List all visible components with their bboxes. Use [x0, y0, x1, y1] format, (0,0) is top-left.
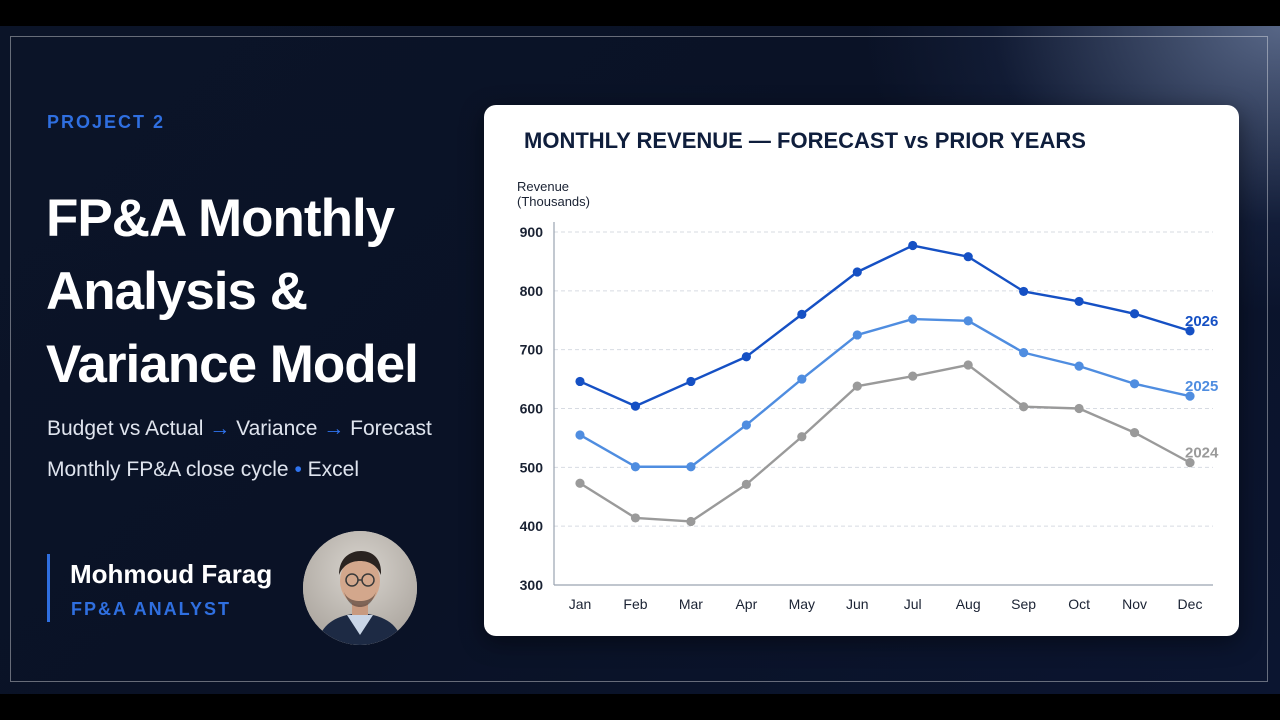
y-tick-label: 300 [520, 577, 544, 593]
data-point-2026 [1129, 309, 1140, 319]
avatar-portrait [303, 531, 417, 645]
data-point-2024 [1019, 402, 1029, 412]
y-axis-label-line: Revenue [517, 179, 570, 194]
title-line: Variance Model [46, 335, 419, 394]
data-point-2025 [1185, 391, 1195, 401]
data-point-2024 [1129, 428, 1140, 438]
x-tick-label: Mar [679, 596, 703, 612]
data-point-2025 [1019, 348, 1029, 358]
series-label-2026: 2026 [1185, 313, 1218, 330]
x-tick-label: Nov [1122, 596, 1147, 612]
project-kicker: PROJECT 2 [47, 112, 166, 132]
title-line: FP&A Monthly [46, 189, 395, 248]
data-point-2025 [963, 316, 973, 326]
data-point-2024 [630, 513, 641, 523]
series-line-2026 [579, 244, 1191, 408]
x-tick-label: Sep [1011, 596, 1036, 612]
y-tick-label: 700 [520, 342, 544, 358]
data-point-2025 [1129, 379, 1140, 389]
data-point-2025 [575, 430, 585, 440]
subtitle-part: Variance [236, 417, 318, 440]
x-tick-label: Oct [1068, 596, 1090, 612]
slide-frame [10, 36, 1268, 682]
data-point-2025 [797, 374, 807, 384]
arrow-icon: → [209, 417, 231, 440]
series-label-2025: 2025 [1185, 378, 1218, 395]
y-tick-label: 900 [520, 224, 544, 240]
y-tick-label: 600 [520, 401, 544, 417]
y-axis-label: Revenue (Thousands) [517, 179, 637, 209]
subtitle-part: Forecast [350, 417, 432, 440]
data-point-2024 [908, 371, 918, 381]
data-point-2026 [797, 309, 807, 319]
subtitle-part: Budget vs Actual [47, 417, 204, 440]
subtitle-flow: Budget vs Actual → Variance → Forecast [47, 417, 432, 441]
title-line: Analysis & [46, 262, 308, 321]
series-line-2025 [579, 317, 1191, 468]
data-point-2026 [1185, 326, 1195, 336]
slide-title: FP&A Monthly Analysis & Variance Model [46, 182, 476, 401]
data-point-2026 [741, 352, 751, 362]
y-tick-label: 500 [520, 459, 544, 475]
data-point-2026 [963, 252, 973, 262]
subtitle-part: Excel [307, 458, 359, 481]
x-tick-label: May [789, 596, 815, 612]
arrow-icon: → [323, 417, 345, 440]
data-point-2024 [686, 516, 696, 527]
x-tick-label: Aug [956, 596, 981, 612]
avatar [303, 531, 417, 645]
subtitle-part: Monthly FP&A close cycle [47, 458, 289, 481]
author-name: Mohmoud Farag [70, 559, 273, 589]
y-tick-label: 800 [520, 283, 544, 299]
data-point-2024 [575, 478, 585, 488]
x-tick-label: Apr [735, 596, 757, 612]
author-role: FP&A ANALYST [71, 599, 232, 619]
subtitle-context: Monthly FP&A close cycle • Excel [47, 458, 359, 482]
data-point-2026 [630, 401, 641, 411]
series-line-2024 [579, 363, 1191, 523]
data-point-2024 [963, 360, 973, 370]
data-point-2025 [686, 462, 696, 472]
data-point-2024 [741, 479, 751, 489]
bullet-icon: • [294, 458, 302, 481]
data-point-2026 [686, 376, 696, 387]
x-tick-label: Feb [623, 596, 647, 612]
data-point-2024 [797, 432, 807, 442]
chart-title: MONTHLY REVENUE — FORECAST vs PRIOR YEAR… [524, 128, 1086, 153]
data-point-2026 [908, 240, 918, 251]
data-point-2024 [852, 381, 862, 391]
data-point-2025 [852, 330, 862, 340]
data-point-2025 [1074, 361, 1084, 371]
data-point-2024 [1185, 458, 1195, 468]
data-point-2026 [1019, 286, 1029, 297]
series-label-2024: 2024 [1185, 445, 1219, 462]
data-point-2026 [1074, 296, 1084, 307]
x-tick-label: Jun [846, 596, 869, 612]
chart-card: MONTHLY REVENUE — FORECAST vs PRIOR YEAR… [484, 105, 1239, 636]
data-point-2025 [741, 420, 751, 430]
x-tick-label: Jan [569, 596, 592, 612]
author-accent-bar [47, 554, 50, 622]
y-tick-label: 400 [520, 518, 544, 534]
y-axis-label-line: (Thousands) [517, 194, 590, 209]
line-chart: 300 400 500 600 700 800 900 Jan Feb Mar Apr May Jun J… [520, 222, 1219, 612]
x-tick-label: Jul [904, 596, 922, 612]
x-tick-label: Dec [1178, 596, 1203, 612]
data-point-2026 [575, 376, 585, 387]
data-point-2026 [852, 267, 862, 277]
slide: PROJECT 2 FP&A Monthly Analysis & Varian… [0, 26, 1280, 694]
data-point-2025 [908, 314, 918, 324]
data-point-2024 [1074, 403, 1084, 414]
data-point-2025 [630, 462, 641, 472]
